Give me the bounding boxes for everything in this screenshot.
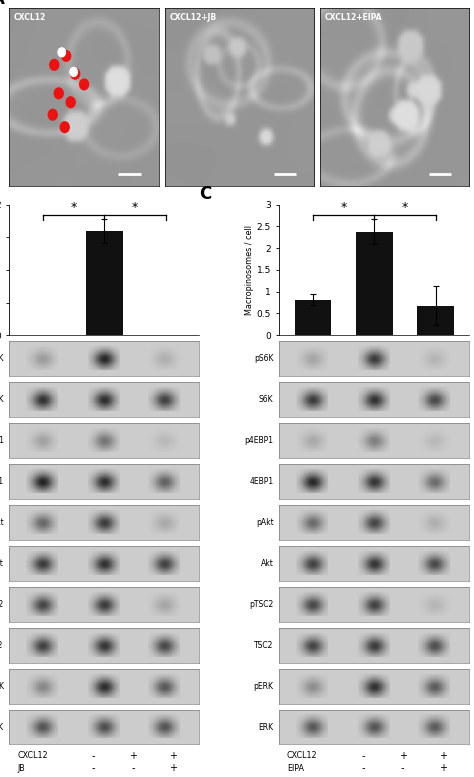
Text: pTSC2: pTSC2 bbox=[249, 600, 273, 609]
Text: JB: JB bbox=[17, 764, 25, 772]
Text: CXCL12+JB: CXCL12+JB bbox=[169, 13, 216, 22]
Text: *: * bbox=[340, 201, 347, 214]
Bar bbox=[356, 232, 392, 335]
Text: 4EBP1: 4EBP1 bbox=[0, 477, 4, 486]
Bar bbox=[417, 305, 454, 335]
Circle shape bbox=[48, 110, 57, 120]
Text: -: - bbox=[401, 763, 404, 773]
Text: A: A bbox=[0, 0, 4, 8]
Text: 4EBP1: 4EBP1 bbox=[249, 477, 273, 486]
Text: TSC2: TSC2 bbox=[0, 641, 4, 650]
Y-axis label: Macropinosomes / cell: Macropinosomes / cell bbox=[245, 225, 254, 315]
Text: Akt: Akt bbox=[261, 559, 273, 568]
Text: pAkt: pAkt bbox=[0, 518, 4, 527]
Text: S6K: S6K bbox=[0, 395, 4, 404]
Circle shape bbox=[80, 79, 89, 90]
Text: +: + bbox=[169, 751, 177, 761]
Text: Akt: Akt bbox=[0, 559, 4, 568]
Text: S6K: S6K bbox=[259, 395, 273, 404]
Text: EIPA: EIPA bbox=[287, 764, 304, 772]
Text: p4EBP1: p4EBP1 bbox=[245, 436, 273, 445]
Text: *: * bbox=[71, 201, 77, 214]
Text: +: + bbox=[129, 751, 137, 761]
Circle shape bbox=[54, 88, 63, 99]
Text: -: - bbox=[91, 751, 95, 761]
Text: pTSC2: pTSC2 bbox=[0, 600, 4, 609]
Text: *: * bbox=[402, 201, 408, 214]
Text: -: - bbox=[91, 763, 95, 773]
Circle shape bbox=[50, 60, 59, 70]
Text: pAkt: pAkt bbox=[256, 518, 273, 527]
Text: CXCL12: CXCL12 bbox=[17, 751, 48, 760]
Text: pERK: pERK bbox=[0, 681, 4, 691]
Circle shape bbox=[62, 51, 71, 61]
Text: +: + bbox=[438, 751, 447, 761]
Circle shape bbox=[70, 68, 77, 76]
Text: CXCL12+EIPA: CXCL12+EIPA bbox=[325, 13, 382, 22]
Text: pS6K: pS6K bbox=[254, 354, 273, 364]
Text: pERK: pERK bbox=[254, 681, 273, 691]
Text: +: + bbox=[399, 751, 407, 761]
Text: CXCL12: CXCL12 bbox=[287, 751, 318, 760]
Text: ERK: ERK bbox=[258, 723, 273, 732]
Text: CXCL12: CXCL12 bbox=[14, 13, 46, 22]
Text: +: + bbox=[438, 763, 447, 773]
Circle shape bbox=[71, 68, 80, 79]
Text: p4EBP1: p4EBP1 bbox=[0, 436, 4, 445]
Text: C: C bbox=[200, 185, 212, 203]
Text: pS6K: pS6K bbox=[0, 354, 4, 364]
Bar bbox=[86, 231, 123, 335]
Circle shape bbox=[60, 122, 69, 133]
Text: ERK: ERK bbox=[0, 723, 4, 732]
Text: TSC2: TSC2 bbox=[254, 641, 273, 650]
Circle shape bbox=[58, 48, 65, 57]
Circle shape bbox=[66, 97, 75, 107]
Text: -: - bbox=[361, 751, 365, 761]
Text: +: + bbox=[169, 763, 177, 773]
Bar bbox=[294, 300, 331, 335]
Text: -: - bbox=[361, 763, 365, 773]
Text: -: - bbox=[131, 763, 135, 773]
Text: *: * bbox=[132, 201, 138, 214]
